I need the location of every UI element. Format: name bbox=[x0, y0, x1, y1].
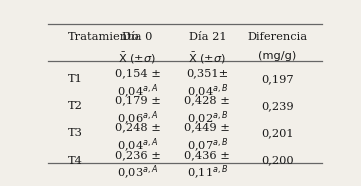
Text: T2: T2 bbox=[68, 101, 82, 111]
Text: 0,03$^{a,A}$: 0,03$^{a,A}$ bbox=[117, 164, 158, 182]
Text: 0,248 ±: 0,248 ± bbox=[114, 123, 160, 133]
Text: 0,428 ±: 0,428 ± bbox=[184, 95, 230, 105]
Text: 0,04$^{a,A}$: 0,04$^{a,A}$ bbox=[117, 82, 158, 101]
Text: Tratamiento: Tratamiento bbox=[68, 32, 139, 42]
Text: T4: T4 bbox=[68, 155, 82, 166]
Text: 0,351±: 0,351± bbox=[186, 68, 229, 78]
Text: 0,154 ±: 0,154 ± bbox=[114, 68, 160, 78]
Text: 0,236 ±: 0,236 ± bbox=[114, 150, 160, 160]
Text: T1: T1 bbox=[68, 74, 82, 84]
Text: 0,449 ±: 0,449 ± bbox=[184, 123, 230, 133]
Text: $\bar{\mathrm{X}}$ ($\pm\sigma$): $\bar{\mathrm{X}}$ ($\pm\sigma$) bbox=[188, 51, 226, 66]
Text: $\bar{\mathrm{X}}$ ($\pm\sigma$): $\bar{\mathrm{X}}$ ($\pm\sigma$) bbox=[118, 51, 156, 66]
Text: 0,04$^{a,B}$: 0,04$^{a,B}$ bbox=[187, 82, 228, 101]
Text: 0,436 ±: 0,436 ± bbox=[184, 150, 230, 160]
Text: (mg/g): (mg/g) bbox=[258, 51, 296, 61]
Text: Diferencia: Diferencia bbox=[247, 32, 308, 42]
Text: 0,200: 0,200 bbox=[261, 155, 293, 166]
Text: 0,02$^{a,B}$: 0,02$^{a,B}$ bbox=[187, 110, 228, 128]
Text: 0,11$^{a,B}$: 0,11$^{a,B}$ bbox=[187, 164, 228, 182]
Text: 0,201: 0,201 bbox=[261, 128, 293, 138]
Text: Día 21: Día 21 bbox=[188, 32, 226, 42]
Text: 0,06$^{a,A}$: 0,06$^{a,A}$ bbox=[117, 110, 158, 128]
Text: 0,04$^{a,A}$: 0,04$^{a,A}$ bbox=[117, 137, 158, 155]
Text: 0,179 ±: 0,179 ± bbox=[114, 95, 160, 105]
Text: 0,07$^{a,B}$: 0,07$^{a,B}$ bbox=[187, 137, 228, 155]
Text: 0,239: 0,239 bbox=[261, 101, 293, 111]
Text: 0,197: 0,197 bbox=[261, 74, 293, 84]
Text: Día 0: Día 0 bbox=[122, 32, 153, 42]
Text: T3: T3 bbox=[68, 128, 82, 138]
